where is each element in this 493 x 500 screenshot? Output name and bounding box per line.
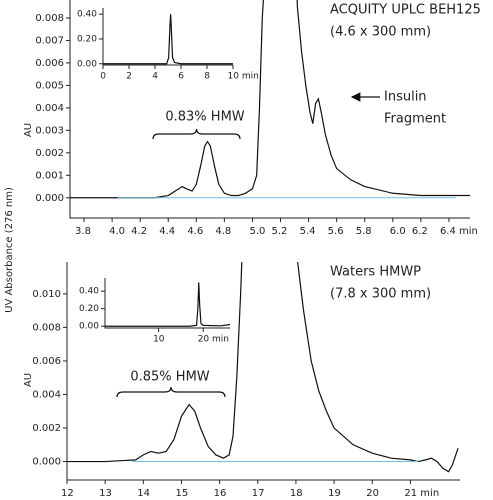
x-tick-label: 4: [152, 72, 158, 82]
y-tick-label: 0.40: [79, 287, 99, 297]
x-tick-label: 4.2: [131, 226, 147, 237]
annotation: Waters HMWP: [330, 265, 421, 280]
y-axis-label: AU: [23, 123, 34, 137]
x-tick-label: 10: [153, 335, 165, 345]
y-tick-label: 0.40: [77, 10, 97, 20]
x-tick-label: 12: [61, 488, 74, 499]
trace: [67, 262, 459, 473]
y-tick-label: 0.00: [77, 59, 97, 69]
x-tick-label: 5.0: [249, 226, 265, 237]
y-tick-label: 0.002: [35, 148, 64, 159]
x-tick-label: 4.8: [215, 226, 231, 237]
x-tick-label: 5.4: [300, 226, 316, 237]
y-tick-label: 0.20: [79, 304, 99, 314]
y-tick-label: 0.006: [35, 58, 64, 69]
x-tick-label: 6.0: [390, 226, 406, 237]
axis-line: [104, 278, 230, 329]
trace: [103, 14, 233, 65]
trace: [105, 282, 230, 327]
y-tick-label: 0.004: [32, 389, 61, 400]
plot-traces: [70, 0, 470, 199]
x-tick-label: 4.4: [159, 226, 175, 237]
x-tick-label: 2: [126, 72, 132, 82]
annotation: Fragment: [384, 112, 446, 127]
y-tick-label: 0.001: [35, 170, 64, 181]
y-axis-label: AU: [23, 373, 34, 387]
x-tick-label: 5.6: [328, 226, 344, 237]
y-tick-label: 0.004: [35, 103, 64, 114]
y-tick-label: 0.00: [79, 322, 99, 332]
annotation: Insulin: [384, 90, 427, 105]
x-tick-label: 4.6: [187, 226, 203, 237]
x-tick-label: 21 min: [404, 488, 439, 499]
x-tick-label: 6.4 min: [440, 226, 478, 237]
annotation: (4.6 x 300 mm): [330, 25, 431, 40]
y-tick-label: 0.000: [35, 193, 64, 204]
x-tick-label: 5.2: [272, 226, 288, 237]
y-tick-label: 0.007: [35, 35, 64, 46]
x-tick-label: 3.8: [75, 226, 91, 237]
x-tick-label: 14: [137, 488, 150, 499]
x-tick-label: 8: [204, 72, 210, 82]
annotation: 0.85% HMW: [130, 370, 209, 385]
y-tick-label: 0.005: [35, 80, 64, 91]
brace: [152, 128, 241, 140]
x-tick-label: 4.0: [109, 226, 125, 237]
brace: [116, 386, 226, 398]
x-tick-label: 20 min: [198, 335, 229, 345]
x-tick-label: 6: [178, 72, 184, 82]
inset-background: [105, 274, 234, 328]
plot-traces: [103, 14, 233, 65]
y-tick-label: 0.006: [32, 356, 61, 367]
annotation: 0.83% HMW: [165, 110, 244, 125]
y-tick-label: 0.20: [77, 34, 97, 44]
trace: [70, 0, 470, 199]
plot-traces: [67, 262, 459, 473]
x-tick-label: 15: [175, 488, 188, 499]
x-tick-label: 17: [252, 488, 265, 499]
y-tick-label: 0.002: [32, 423, 61, 434]
x-tick-label: 13: [99, 488, 112, 499]
x-tick-label: 6.2: [412, 226, 428, 237]
x-tick-label: 16: [214, 488, 227, 499]
y-tick-label: 0.010: [32, 289, 61, 300]
shared-axis-label: UV Absorbance (276 nm): [4, 187, 15, 313]
x-tick-label: 5.8: [356, 226, 372, 237]
x-tick-label: 0: [100, 72, 106, 82]
y-tick-label: 0.003: [35, 125, 64, 136]
annotation: (7.8 x 300 mm): [330, 287, 431, 302]
x-tick-label: 19: [328, 488, 341, 499]
y-tick-label: 0.000: [32, 457, 61, 468]
y-tick-label: 0.008: [32, 322, 61, 333]
y-tick-label: 0.008: [35, 13, 64, 24]
plot-traces: [105, 282, 230, 327]
annotation: ACQUITY UPLC BEH125: [330, 3, 481, 18]
x-tick-label: 20: [366, 488, 379, 499]
x-tick-label: 10 min: [228, 72, 259, 82]
x-tick-label: 18: [290, 488, 303, 499]
